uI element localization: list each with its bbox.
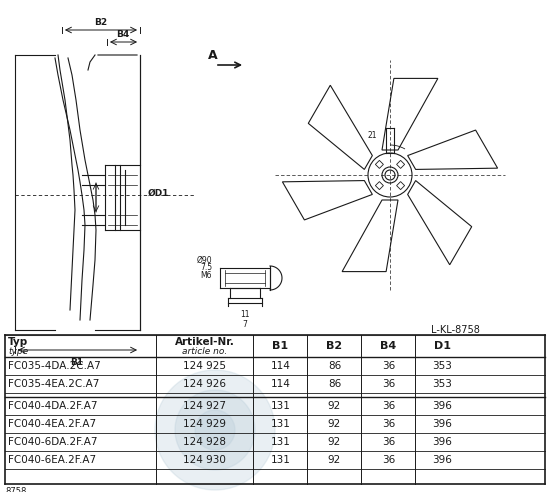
Text: 86: 86 xyxy=(328,361,341,371)
Text: ØD1: ØD1 xyxy=(148,188,169,197)
Text: B1: B1 xyxy=(70,358,84,367)
Text: Artikel-Nr.: Artikel-Nr. xyxy=(175,337,235,347)
Text: B2: B2 xyxy=(326,341,343,351)
Circle shape xyxy=(155,370,275,490)
Text: 124 927: 124 927 xyxy=(183,401,226,411)
Text: 124 930: 124 930 xyxy=(183,455,226,465)
Circle shape xyxy=(175,390,255,470)
Text: 124 925: 124 925 xyxy=(183,361,226,371)
Text: B2: B2 xyxy=(95,18,108,27)
Text: 7.5: 7.5 xyxy=(200,264,212,273)
Text: L-KL-8758: L-KL-8758 xyxy=(431,325,480,335)
Text: 124 926: 124 926 xyxy=(183,379,226,389)
Text: B1: B1 xyxy=(272,341,288,351)
Text: 396: 396 xyxy=(432,437,452,447)
Text: B4: B4 xyxy=(380,341,397,351)
Text: 131: 131 xyxy=(271,419,290,429)
Text: FC040-4EA.2F.A7: FC040-4EA.2F.A7 xyxy=(8,419,96,429)
Text: 114: 114 xyxy=(271,379,290,389)
Text: D1: D1 xyxy=(434,341,451,351)
Text: 396: 396 xyxy=(432,455,452,465)
Text: Ø90: Ø90 xyxy=(196,255,212,265)
Text: 36: 36 xyxy=(382,437,395,447)
Text: FC040-4DA.2F.A7: FC040-4DA.2F.A7 xyxy=(8,401,97,411)
Text: 86: 86 xyxy=(328,379,341,389)
Text: 124 929: 124 929 xyxy=(183,419,226,429)
Text: 114: 114 xyxy=(271,361,290,371)
Circle shape xyxy=(195,410,235,450)
Text: 36: 36 xyxy=(382,379,395,389)
Text: 7: 7 xyxy=(243,320,248,329)
Text: FC040-6EA.2F.A7: FC040-6EA.2F.A7 xyxy=(8,455,96,465)
Text: B4: B4 xyxy=(117,30,130,39)
Text: 21: 21 xyxy=(367,131,377,140)
Text: type: type xyxy=(8,346,28,356)
Text: 92: 92 xyxy=(328,419,341,429)
Text: Typ: Typ xyxy=(8,337,28,347)
Text: 396: 396 xyxy=(432,401,452,411)
Text: 92: 92 xyxy=(328,437,341,447)
Text: FC035-4EA.2C.A7: FC035-4EA.2C.A7 xyxy=(8,379,100,389)
Text: 36: 36 xyxy=(382,419,395,429)
Text: FC035-4DA.2C.A7: FC035-4DA.2C.A7 xyxy=(8,361,101,371)
Text: 131: 131 xyxy=(271,437,290,447)
Text: A: A xyxy=(208,49,218,62)
Text: 92: 92 xyxy=(328,401,341,411)
Text: 396: 396 xyxy=(432,419,452,429)
Text: 131: 131 xyxy=(271,401,290,411)
Text: 36: 36 xyxy=(382,401,395,411)
Text: 8758: 8758 xyxy=(5,487,26,492)
Text: FC040-6DA.2F.A7: FC040-6DA.2F.A7 xyxy=(8,437,97,447)
Text: 353: 353 xyxy=(432,379,452,389)
Text: 11: 11 xyxy=(240,310,250,319)
Text: 353: 353 xyxy=(432,361,452,371)
Text: 131: 131 xyxy=(271,455,290,465)
Text: 92: 92 xyxy=(328,455,341,465)
Text: article no.: article no. xyxy=(182,346,228,356)
Text: 124 928: 124 928 xyxy=(183,437,226,447)
Text: 36: 36 xyxy=(382,361,395,371)
Text: M6: M6 xyxy=(201,272,212,280)
Text: 36: 36 xyxy=(382,455,395,465)
